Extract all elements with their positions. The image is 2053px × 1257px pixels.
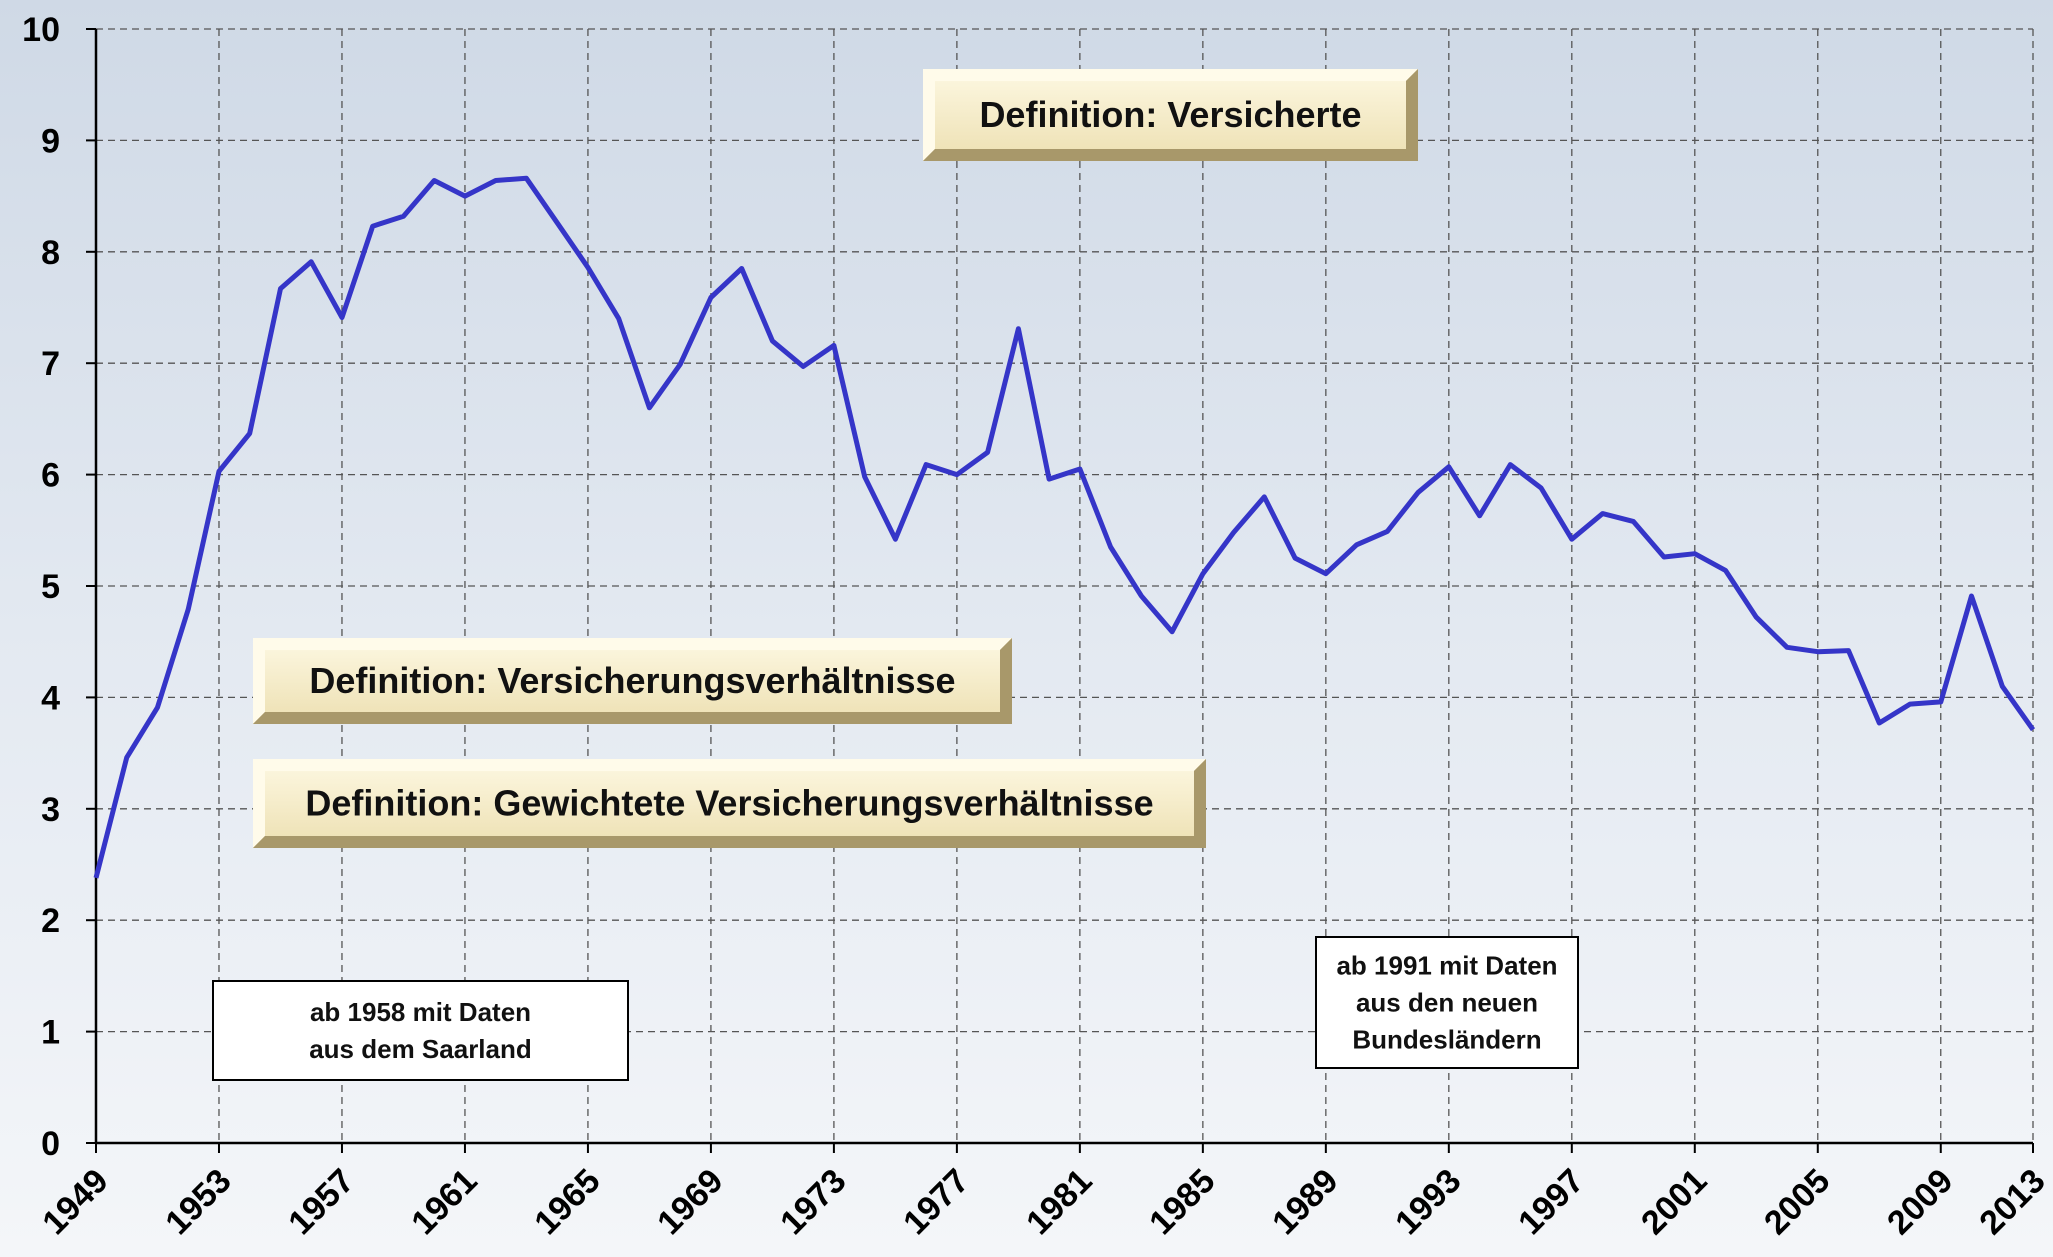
y-tick-label: 2 xyxy=(41,902,60,940)
button-label[interactable]: Definition: Versicherungsverhältnisse xyxy=(309,660,955,701)
button-label[interactable]: Definition: Versicherte xyxy=(979,94,1361,135)
button-face[interactable] xyxy=(265,771,1194,836)
y-tick-label: 1 xyxy=(41,1014,60,1052)
y-tick-label: 5 xyxy=(41,568,60,606)
button-bevel-dark[interactable] xyxy=(253,638,1012,724)
y-tick-label: 8 xyxy=(41,234,60,272)
y-tick-label: 7 xyxy=(41,345,60,383)
definition-button[interactable]: Definition: Versicherungsverhältnisse xyxy=(253,638,1012,724)
note-box xyxy=(212,980,629,1081)
button-face[interactable] xyxy=(265,650,1000,712)
note-text: ab 1991 mit Daten xyxy=(1336,951,1557,981)
y-tick-label: 10 xyxy=(22,11,60,49)
y-tick-label: 6 xyxy=(41,457,60,495)
note-text: aus dem Saarland xyxy=(309,1034,532,1064)
button-bevel-dark[interactable] xyxy=(923,69,1418,161)
button-bevel-light[interactable] xyxy=(253,638,1012,724)
y-tick-label: 9 xyxy=(41,122,60,160)
button-face[interactable] xyxy=(935,81,1406,149)
button-bevel-light[interactable] xyxy=(923,69,1418,161)
data-line xyxy=(93,175,2036,879)
definition-button[interactable]: Definition: Gewichtete Versicherungsverh… xyxy=(253,759,1206,848)
note-text: ab 1958 mit Daten xyxy=(310,997,531,1027)
button-bevel-light[interactable] xyxy=(253,759,1206,848)
definition-button[interactable]: Definition: Versicherte xyxy=(923,69,1418,161)
note-text: Bundesländern xyxy=(1352,1025,1541,1055)
note-box xyxy=(1315,936,1579,1069)
y-tick-label: 0 xyxy=(41,1125,60,1163)
button-label[interactable]: Definition: Gewichtete Versicherungsverh… xyxy=(305,783,1153,824)
y-tick-label: 4 xyxy=(41,679,60,717)
note-text: aus den neuen xyxy=(1356,988,1538,1018)
y-tick-label: 3 xyxy=(41,791,60,829)
button-bevel-dark[interactable] xyxy=(253,759,1206,848)
